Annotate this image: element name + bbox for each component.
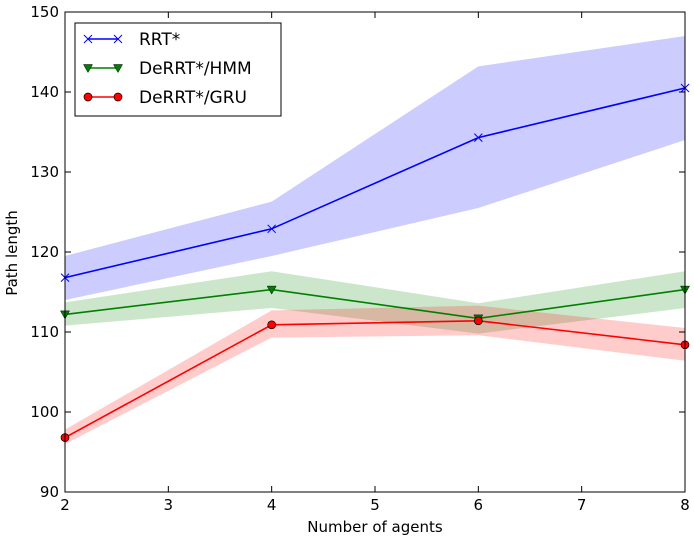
data-point: [267, 224, 277, 234]
data-point: [473, 316, 483, 326]
y-tick-label: 140: [30, 83, 59, 101]
y-tick-label: 120: [30, 243, 59, 261]
x-tick-label: 8: [680, 496, 690, 514]
x-tick-label: 7: [577, 496, 587, 514]
legend-marker: [113, 92, 123, 102]
x-tick-label: 6: [474, 496, 484, 514]
legend-marker: [83, 34, 93, 44]
band-3: [65, 305, 685, 444]
series-lines: [64, 87, 686, 439]
legend-marker: [113, 34, 123, 44]
band-1: [65, 36, 685, 300]
legend-entry: RRT*: [83, 30, 180, 50]
x-tick-label: 3: [164, 496, 174, 514]
x-tick-label: 4: [267, 496, 277, 514]
data-point: [473, 133, 483, 142]
x-tick-label: 2: [60, 496, 70, 514]
x-axis: 2 3 4 5 6 7 8: [60, 12, 690, 514]
y-tick-label: 130: [30, 163, 59, 181]
y-axis: 90 100 110 120 130 140 150: [30, 3, 685, 501]
confidence-bands: [65, 36, 685, 444]
legend-label: DeRRT*/GRU: [139, 88, 247, 108]
legend: RRT* DeRRT*/HMM DeRRT*/GRU: [74, 22, 282, 117]
data-point: [267, 320, 277, 330]
y-tick-label: 150: [30, 3, 59, 21]
band-2: [65, 271, 685, 334]
legend-entry: DeRRT*/HMM: [83, 59, 252, 79]
legend-marker: [83, 64, 93, 74]
data-point: [266, 285, 277, 295]
legend-label: RRT*: [139, 30, 180, 50]
legend-entry: DeRRT*/GRU: [83, 88, 247, 108]
y-tick-label: 90: [40, 483, 59, 501]
x-axis-label: Number of agents: [307, 518, 443, 536]
series-line-1: [64, 87, 686, 279]
x-tick-label: 5: [370, 496, 380, 514]
series-line-3: [64, 319, 686, 439]
y-tick-label: 100: [30, 403, 59, 421]
legend-marker: [113, 64, 123, 74]
y-axis-label: Path length: [3, 210, 21, 296]
legend-label: DeRRT*/HMM: [139, 59, 252, 79]
legend-marker: [83, 92, 93, 102]
y-tick-label: 110: [30, 323, 59, 341]
series-line-2: [64, 288, 686, 320]
